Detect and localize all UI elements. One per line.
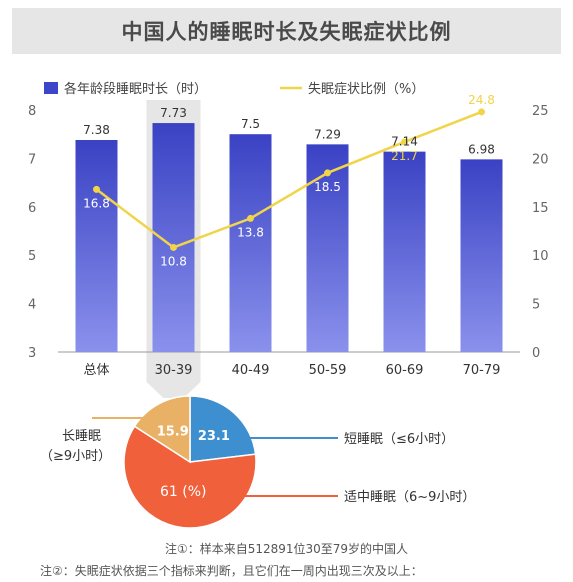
y-right-tick-label: 5 (532, 298, 540, 313)
y-left-tick-label: 5 (28, 249, 36, 264)
bar-value-label: 6.98 (468, 142, 495, 156)
pie-slice-label: 61 (%) (160, 484, 207, 500)
bar (75, 140, 118, 352)
line-value-label: 18.5 (314, 180, 341, 194)
line-point (324, 169, 331, 177)
legend-bar-swatch (44, 82, 58, 94)
x-tick-label: 60-69 (386, 363, 424, 378)
y-right-tick-label: 25 (532, 104, 549, 119)
bar-value-label: 7.5 (241, 117, 260, 131)
y-right-tick-label: 15 (532, 201, 549, 216)
pie-slice-label: 23.1 (198, 429, 230, 444)
y-left-tick-label: 7 (28, 152, 36, 167)
bar (383, 151, 426, 352)
footnote-2: 注②：失眠症状依据三个指标来判断，且它们在一周内出现三次及以上： (40, 564, 423, 578)
y-right-tick-label: 0 (532, 346, 540, 361)
legend-bar-label: 各年龄段睡眠时长（时） (64, 81, 207, 97)
bar-value-label: 7.38 (83, 123, 110, 137)
callout-short-label: 短睡眠（≤6小时） (344, 432, 454, 447)
bar-value-label: 7.14 (391, 135, 418, 149)
legend-line-label: 失眠症状比例（%） (308, 82, 424, 97)
x-tick-label: 50-59 (309, 363, 347, 378)
bar (460, 159, 503, 352)
line-series (95, 110, 482, 249)
y-left-tick-label: 3 (28, 346, 36, 361)
combo-chart: 3 4 5 6 7 8 0 5 10 15 20 25 总体 30-39 40-49 50-59 60-69 70… (28, 81, 549, 529)
callout-long-sub: （≥9小时） (40, 449, 111, 464)
line-value-label: 10.8 (160, 254, 187, 268)
x-tick-label: 总体 (83, 363, 109, 378)
bar (306, 144, 349, 352)
y-right-tick-label: 10 (532, 249, 549, 264)
bar (229, 134, 272, 352)
y-left-tick-label: 6 (28, 201, 36, 216)
y-left-tick-label: 4 (28, 298, 36, 313)
line-point (170, 243, 177, 251)
line-point (93, 185, 100, 193)
y-right-tick-label: 20 (532, 152, 549, 167)
x-tick-label: 70-79 (463, 363, 501, 378)
y-left-tick-label: 8 (28, 104, 36, 119)
line-value-label: 13.8 (237, 225, 264, 239)
pie-slice (189, 395, 257, 463)
bar-value-label: 7.29 (314, 127, 341, 141)
x-tick-label: 30-39 (155, 363, 193, 378)
bar-value-label: 7.73 (160, 106, 187, 120)
line-value-label: 21.7 (391, 149, 418, 163)
line-value-label: 24.8 (468, 93, 495, 107)
line-point (247, 214, 254, 222)
pie-slice (123, 425, 257, 529)
line-point (401, 138, 408, 146)
pie-slice-label: 15.9 (157, 424, 189, 439)
callout-long-label: 长睡眠 (62, 429, 101, 444)
line-value-label: 16.8 (83, 196, 110, 210)
highlight-pointer (146, 382, 201, 398)
line-point (478, 108, 485, 116)
callout-moderate-label: 适中睡眠（6~9小时） (344, 490, 475, 505)
chart-title: 中国人的睡眠时长及失眠症状比例 (121, 20, 452, 44)
x-tick-label: 40-49 (232, 363, 270, 378)
footnote-1: 注①：样本来自512891位30至79岁的中国人 (164, 542, 409, 556)
pie-slice (133, 395, 191, 464)
title-banner: 中国人的睡眠时长及失眠症状比例 (12, 8, 561, 54)
